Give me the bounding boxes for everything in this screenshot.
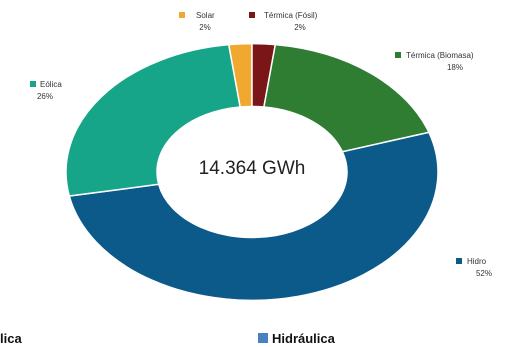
slice-value-termica-fosil: 2% — [294, 23, 306, 32]
legend-swatch-termica-biomasa — [395, 52, 401, 58]
slice-eolica — [65, 43, 241, 197]
donut-slices — [65, 42, 439, 302]
legend-swatch-hidro — [456, 258, 462, 264]
legend-swatch-eolica — [30, 81, 36, 87]
slice-value-termica-biomasa: 18% — [447, 63, 463, 72]
slice-termica-biomasa — [263, 43, 430, 153]
slice-label-termica-fosil: Térmica (Fósil) — [264, 11, 318, 20]
slice-label-termica-biomasa: Térmica (Biomasa) — [406, 51, 474, 60]
slice-label-solar: Solar — [196, 11, 215, 20]
slice-value-eolica: 26% — [37, 92, 53, 101]
footer-legend-right-label: Hidráulica — [272, 331, 336, 346]
center-total-label: 14.364 GWh — [199, 158, 306, 179]
slice-value-solar: 2% — [199, 23, 211, 32]
slice-label-hidro: Hidro — [467, 257, 487, 266]
slice-hidro — [68, 131, 439, 302]
legend-swatch-termica-fosil — [249, 12, 255, 18]
slice-label-eolica: Eólica — [40, 80, 62, 89]
legend-swatch-solar — [179, 12, 185, 18]
footer-legend-left-label: lica — [0, 331, 22, 346]
slice-value-hidro: 52% — [476, 269, 492, 278]
footer-legend-swatch-hidraulica — [258, 333, 268, 343]
